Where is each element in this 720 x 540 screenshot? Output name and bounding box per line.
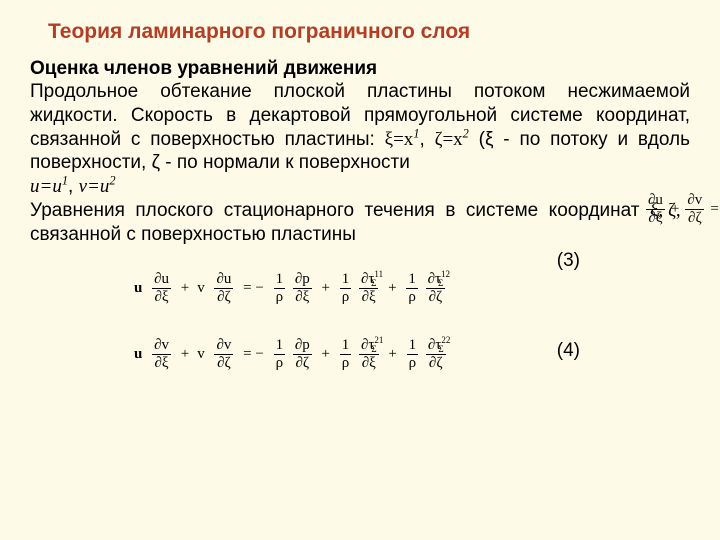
p2-frag1: Уравнения плоского стационарного течения… [30, 200, 640, 221]
v-eq: v=u [79, 176, 110, 197]
p2-frag2: связанной с поверхностью пластины [30, 224, 356, 245]
zeta-eq: ζ=x [435, 129, 463, 150]
mu-lead: u [130, 280, 146, 297]
xi-zeta-inline: ξ, ζ, [650, 200, 681, 221]
slide-title: Теория ламинарного пограничного слоя [48, 20, 690, 44]
eq3-label: (3) [557, 250, 580, 272]
paragraph-1: Продольное обтекание плоской пластины по… [30, 80, 690, 175]
momentum-u-eq: u ∂u∂ξ +v ∂u∂ζ = − 1ρ ∂p∂ξ + 1ρ ∂τ11Σ∂ξ … [130, 272, 447, 305]
comma1: , [419, 129, 434, 150]
paragraph-2: Уравнения плоского стационарного течения… [30, 199, 690, 247]
v-sup: 2 [109, 174, 115, 188]
mv-lead: u [130, 346, 146, 363]
equation-zone: (3) u ∂u∂ξ +v ∂u∂ζ = − 1ρ ∂p∂ξ + 1ρ ∂τ11… [30, 250, 690, 400]
xi-eq: ξ=x [385, 129, 414, 150]
uv-line: u=u1, v=u2 [30, 175, 690, 199]
eq4-label: (4) [557, 340, 580, 362]
subheading: Оценка членов уравнений движения [30, 58, 690, 80]
comma2: , [68, 176, 79, 197]
momentum-v-eq: u ∂v∂ξ +v ∂v∂ζ = − 1ρ ∂p∂ζ + 1ρ ∂τ21Σ∂ξ … [130, 338, 448, 371]
u-eq: u=u [30, 176, 62, 197]
